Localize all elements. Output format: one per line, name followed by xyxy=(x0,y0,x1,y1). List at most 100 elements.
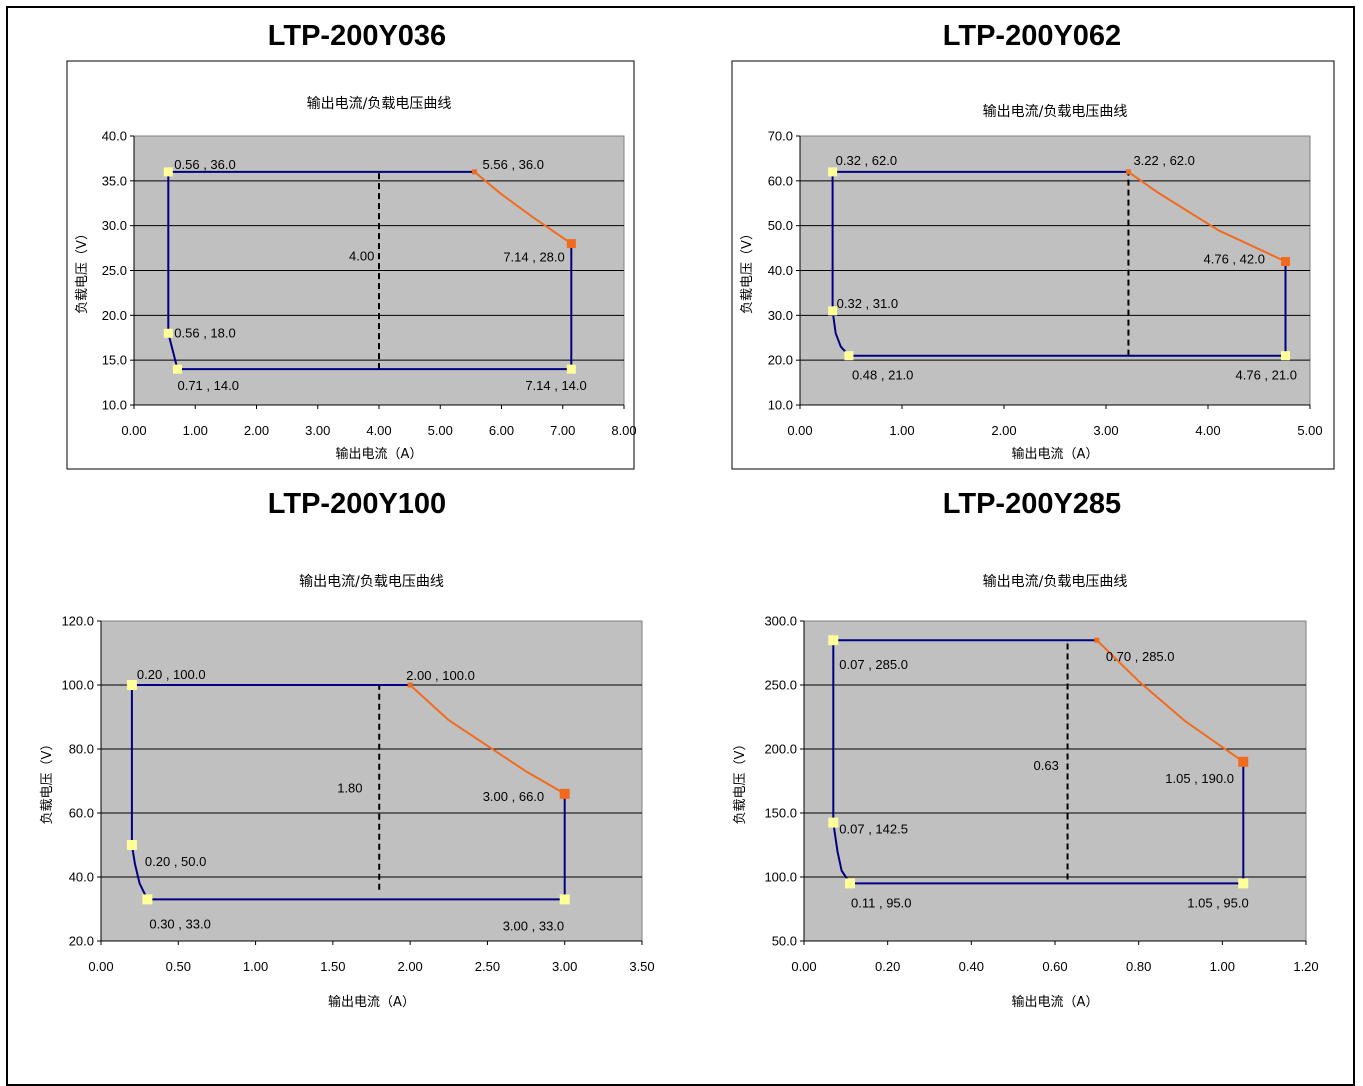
divider-label: 4.00 xyxy=(349,249,374,264)
data-label: 0.32 , 62.0 xyxy=(836,153,897,168)
data-marker xyxy=(828,817,839,828)
data-marker xyxy=(172,364,182,374)
data-marker xyxy=(566,364,576,374)
y-tick-label: 30.0 xyxy=(102,218,127,233)
chart-heading-1: LTP-200Y036 xyxy=(267,20,447,52)
y-tick-label: 20.0 xyxy=(768,353,793,368)
data-marker xyxy=(163,328,173,338)
data-label: 5.56 , 36.0 xyxy=(483,157,544,172)
y-tick-label: 10.0 xyxy=(768,398,793,413)
data-label: 0.07 , 142.5 xyxy=(839,822,908,837)
x-tick-label: 5.00 xyxy=(428,423,453,438)
y-tick-label: 70.0 xyxy=(768,129,793,144)
chart-title: 输出电流/负载电压曲线 xyxy=(983,574,1128,590)
y-axis-title: 负载电压（V） xyxy=(733,738,748,825)
chart-heading-4: LTP-200Y285 xyxy=(942,488,1122,520)
x-tick-label: 4.00 xyxy=(1195,423,1220,438)
data-marker xyxy=(1094,637,1100,643)
series-line-3 xyxy=(1127,171,1286,263)
y-tick-label: 25.0 xyxy=(102,263,127,278)
series-line-1 xyxy=(167,170,475,370)
data-label: 0.20 , 100.0 xyxy=(137,667,206,682)
y-tick-label: 50.0 xyxy=(768,218,793,233)
x-tick-label: 0.60 xyxy=(1042,959,1067,974)
x-tick-label: 1.00 xyxy=(183,423,208,438)
divider-label: 1.80 xyxy=(337,780,362,795)
y-tick-label: 300.0 xyxy=(764,614,797,629)
x-axis-title: 输出电流（A） xyxy=(1012,446,1099,462)
y-axis-title: 负载电压（V） xyxy=(740,227,755,314)
x-tick-label: 5.00 xyxy=(1297,423,1322,438)
series-line-3 xyxy=(1096,639,1244,763)
data-marker xyxy=(559,788,570,799)
y-tick-label: 10.0 xyxy=(102,398,127,413)
plot-area xyxy=(100,620,643,942)
chart-title: 输出电流/负载电压曲线 xyxy=(983,104,1128,120)
chart-title: 输出电流/负载电压曲线 xyxy=(307,96,452,112)
data-label: 1.05 , 95.0 xyxy=(1187,895,1248,910)
y-tick-label: 100.0 xyxy=(61,678,94,693)
data-label: 7.14 , 14.0 xyxy=(525,378,586,393)
x-tick-label: 0.20 xyxy=(875,959,900,974)
series-line-1 xyxy=(831,170,1129,357)
y-tick-label: 150.0 xyxy=(764,806,797,821)
series-line-1 xyxy=(832,639,1097,884)
chart-heading-3: LTP-200Y100 xyxy=(267,488,447,520)
x-tick-label: 3.00 xyxy=(305,423,330,438)
data-label: 3.00 , 33.0 xyxy=(503,918,564,933)
data-label: 0.56 , 18.0 xyxy=(174,325,235,340)
y-tick-label: 40.0 xyxy=(102,129,127,144)
data-label: 0.07 , 285.0 xyxy=(839,657,908,672)
data-marker xyxy=(142,894,153,905)
x-tick-label: 0.00 xyxy=(787,423,812,438)
x-tick-label: 8.00 xyxy=(611,423,636,438)
y-tick-label: 60.0 xyxy=(768,173,793,188)
data-label: 0.70 , 285.0 xyxy=(1106,649,1175,664)
x-axis-title: 输出电流（A） xyxy=(1012,994,1099,1010)
x-tick-label: 2.00 xyxy=(244,423,269,438)
data-marker xyxy=(126,840,137,850)
y-tick-label: 40.0 xyxy=(69,870,94,885)
data-marker xyxy=(1281,351,1291,361)
chart-2: 输出电流/负载电压曲线 10.0 20.0 30.0 40.0 50.0 60.0 70.0 0… xyxy=(731,60,1335,470)
series-line-3 xyxy=(473,171,572,245)
x-tick-label: 0.00 xyxy=(121,423,146,438)
data-marker xyxy=(163,167,173,177)
y-tick-label: 35.0 xyxy=(102,173,127,188)
x-tick-label: 2.00 xyxy=(991,423,1016,438)
data-marker xyxy=(828,306,838,316)
data-label: 0.71 , 14.0 xyxy=(177,378,238,393)
y-tick-label: 30.0 xyxy=(768,308,793,323)
plot-area xyxy=(803,620,1307,942)
series-line-3 xyxy=(409,684,566,795)
y-tick-label: 120.0 xyxy=(61,614,94,629)
data-marker xyxy=(472,169,478,175)
y-tick-label: 20.0 xyxy=(102,308,127,323)
data-label: 0.56 , 36.0 xyxy=(174,157,235,172)
x-tick-label: 3.50 xyxy=(629,959,654,974)
chart-3: 输出电流/负载电压曲线 20.0 40.0 60.0 80.0 100.0 120.0 0.0… xyxy=(40,574,655,1010)
x-tick-label: 6.00 xyxy=(489,423,514,438)
data-marker xyxy=(1125,169,1131,175)
data-marker xyxy=(566,239,576,249)
y-tick-label: 100.0 xyxy=(764,870,797,885)
data-label: 0.32 , 31.0 xyxy=(837,296,898,311)
data-marker xyxy=(559,894,570,905)
data-label: 1.05 , 190.0 xyxy=(1165,771,1234,786)
x-tick-label: 2.50 xyxy=(475,959,500,974)
x-tick-label: 1.00 xyxy=(1210,959,1235,974)
data-label: 2.00 , 100.0 xyxy=(406,668,475,683)
series-line-1 xyxy=(130,684,411,900)
y-tick-label: 50.0 xyxy=(772,934,797,949)
data-label: 4.76 , 42.0 xyxy=(1204,252,1265,267)
data-label: 0.30 , 33.0 xyxy=(149,916,210,931)
y-tick-label: 60.0 xyxy=(69,806,94,821)
y-tick-label: 40.0 xyxy=(768,263,793,278)
data-label: 0.20 , 50.0 xyxy=(145,854,206,869)
data-label: 4.76 , 21.0 xyxy=(1236,368,1297,383)
data-marker xyxy=(1281,257,1291,267)
data-marker xyxy=(828,167,838,177)
data-label: 0.48 , 21.0 xyxy=(852,368,913,383)
data-marker xyxy=(1238,878,1249,889)
